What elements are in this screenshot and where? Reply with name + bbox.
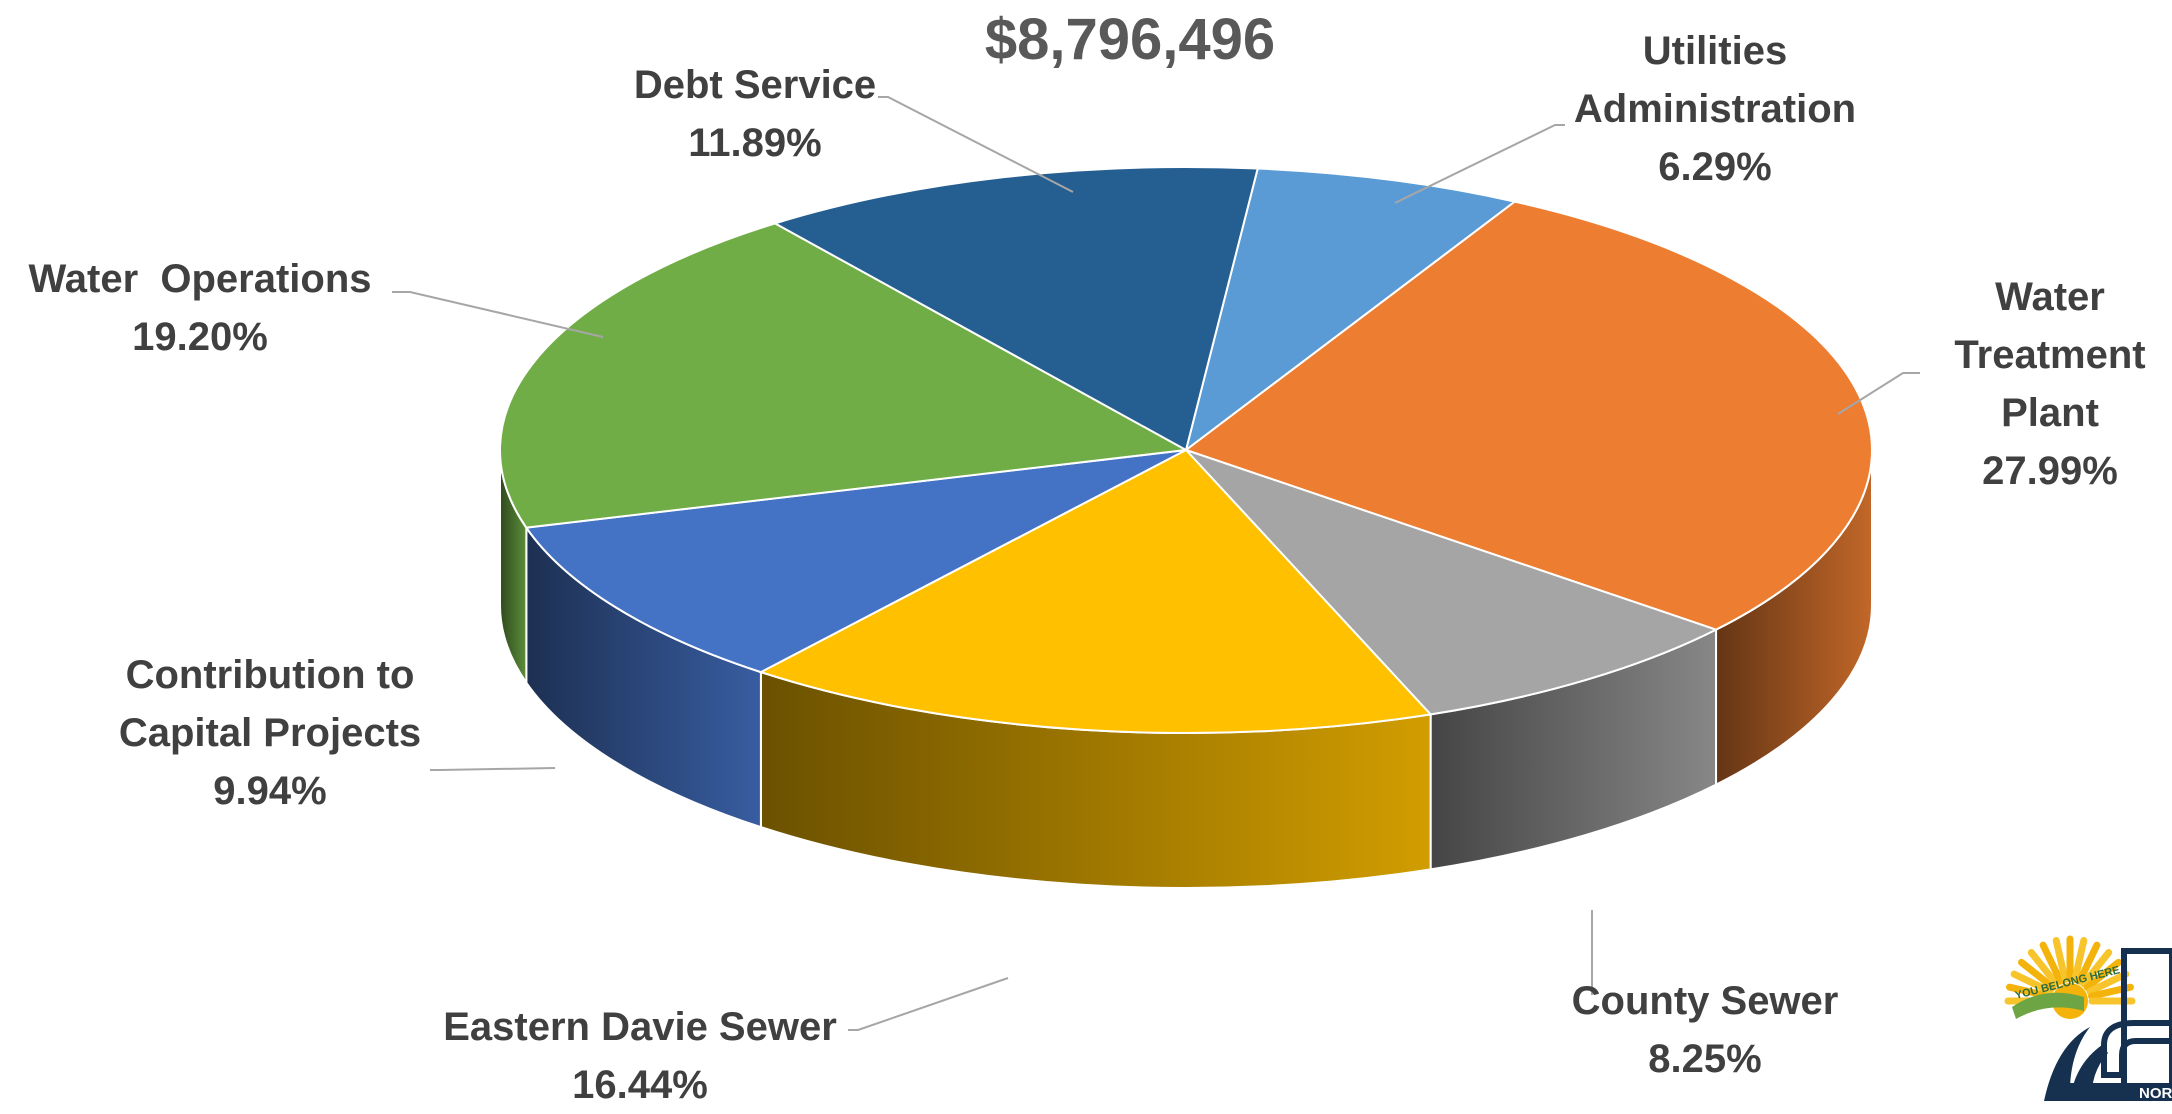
slice-name-line: Capital Projects [118, 711, 422, 755]
chair-shape-2 [2101, 1020, 2172, 1078]
slice-name-line: County Sewer [1571, 979, 1839, 1023]
slice-name-line: Debt Service [633, 63, 877, 107]
leader-line [392, 291, 604, 338]
chart-title: $8,796,496 [984, 7, 1276, 72]
slice-percent: 9.94% [213, 769, 327, 813]
pie-slice-county-sewer [1185, 449, 1719, 716]
slice-label-county-sewer: County Sewer 8.25% [1550, 972, 1860, 1088]
slice-percent: 27.99% [1982, 449, 2118, 493]
slice-name-line: Water [1995, 275, 2105, 319]
logo: YOU BELONG HERE NOR [2004, 915, 2172, 1101]
slice-percent: 16.44% [572, 1063, 708, 1107]
slice-name-line: Utilities [1642, 29, 1788, 73]
slice-name-line: Administration [1573, 87, 1857, 131]
logo-banner [2064, 1083, 2172, 1101]
pie-slice-debt-service [772, 166, 1259, 452]
slice-percent: 11.89% [688, 121, 822, 165]
pie-slice-water-treatment-plant [1183, 200, 1873, 631]
slice-percent: 6.29% [1658, 145, 1772, 189]
leader-line [430, 767, 556, 771]
leader-line [1837, 372, 1920, 415]
pie-slice-contribution-to-capital-projects [524, 449, 1187, 674]
slice-name-line: Treatment [1954, 333, 2146, 377]
slice-label-contribution-to-capital-projects: Contribution to Capital Projects 9.94% [100, 646, 440, 820]
slice-percent: 19.20% [132, 315, 268, 359]
field-green-band [2012, 992, 2084, 1019]
slice-name-line: Contribution to [125, 653, 415, 697]
pie-tops [499, 166, 1873, 734]
slice-label-water-operations: Water Operations 19.20% [0, 250, 400, 366]
pie-slice-utilities-administration [1184, 167, 1518, 453]
leader-lines [392, 96, 1920, 1031]
pie-sides [499, 449, 1873, 889]
leader-line [878, 96, 1074, 193]
leader-line [1394, 124, 1565, 204]
slice-label-water-treatment-plant: Water Treatment Plant 27.99% [1925, 268, 2172, 500]
slice-name-line: Water Operations [28, 257, 372, 301]
slice-name-line: Eastern Davie Sewer [443, 1005, 837, 1049]
slice-label-debt-service: Debt Service 11.89% [610, 56, 900, 172]
leader-line [848, 977, 1009, 1031]
pie-slice-water-operations [499, 222, 1190, 529]
pie-slice-eastern-davie-sewer [758, 448, 1433, 734]
slice-label-utilities-administration: Utilities Administration 6.29% [1530, 22, 1900, 196]
logo-text: NOR [2139, 1085, 2172, 1101]
slice-name-line: Plant [2001, 391, 2099, 435]
slice-percent: 8.25% [1648, 1037, 1762, 1081]
road-mark [2044, 1027, 2090, 1101]
slice-label-eastern-davie-sewer: Eastern Davie Sewer 16.44% [420, 998, 860, 1114]
